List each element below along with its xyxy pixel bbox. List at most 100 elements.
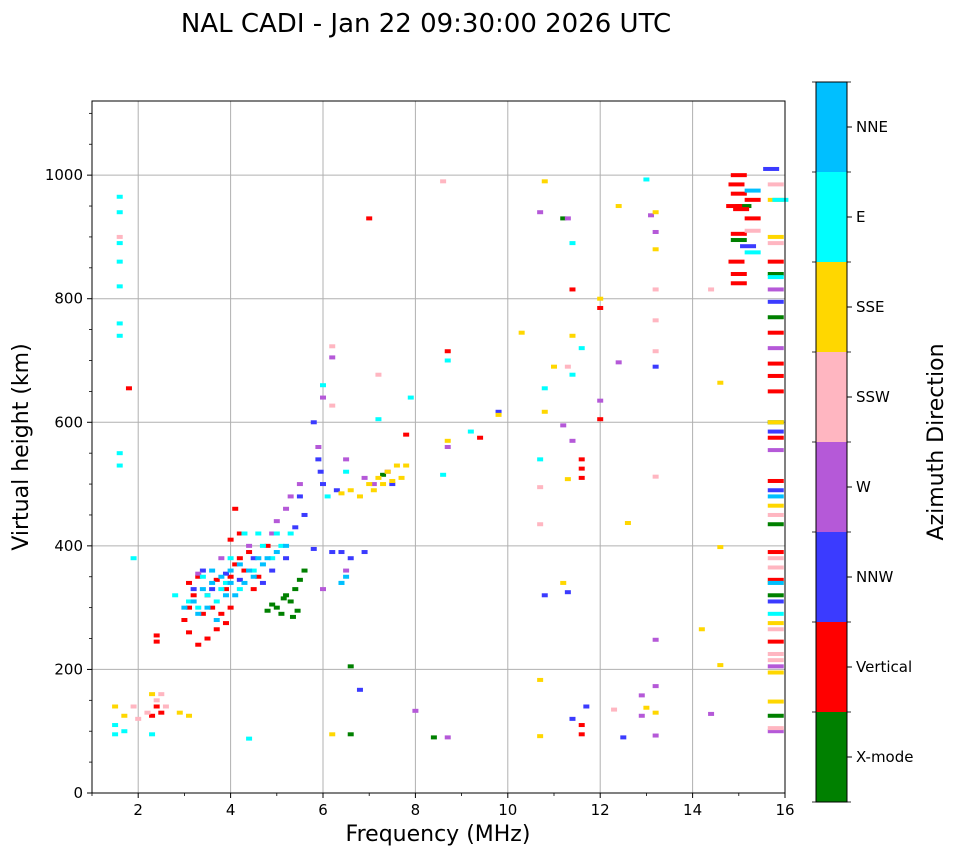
data-point	[121, 713, 128, 718]
data-point	[477, 435, 484, 440]
plot-frame	[91, 100, 786, 794]
data-point	[569, 716, 576, 721]
data-point	[398, 475, 405, 480]
data-point	[116, 284, 123, 289]
data-point	[250, 568, 257, 573]
data-point	[116, 241, 123, 246]
x-tick-label: 2	[133, 801, 143, 819]
data-point	[648, 213, 655, 218]
data-point	[246, 568, 253, 573]
data-point	[190, 587, 197, 592]
data-point	[246, 736, 253, 741]
data-point	[518, 330, 525, 335]
data-point	[444, 349, 451, 354]
plot-area: 2 4 6 8 10 12 14 16 0 200 400 600 800 1000	[45, 100, 795, 819]
data-point	[181, 605, 188, 610]
data-point	[767, 565, 784, 570]
data-point	[195, 574, 202, 579]
colorbar-segment	[816, 352, 847, 442]
data-point	[227, 537, 234, 542]
data-point	[269, 568, 276, 573]
data-point	[370, 488, 377, 493]
colorbar-segment	[816, 172, 847, 262]
data-point	[578, 346, 585, 351]
data-point	[329, 355, 336, 360]
data-point	[222, 580, 229, 585]
data-point	[564, 477, 571, 482]
data-point	[541, 386, 548, 391]
data-point	[292, 587, 299, 592]
data-point	[652, 710, 659, 715]
data-point	[112, 704, 119, 709]
x-tick-label: 8	[411, 801, 421, 819]
data-point	[199, 574, 206, 579]
data-point	[578, 466, 585, 471]
data-point	[744, 228, 761, 233]
series-nnw	[190, 166, 784, 740]
data-point	[767, 729, 784, 734]
data-point	[209, 580, 216, 585]
colorbar-tick-label: W	[856, 478, 871, 496]
data-point	[320, 482, 326, 487]
y-tick-label: 200	[54, 660, 83, 678]
data-point	[320, 587, 326, 592]
data-point	[204, 593, 211, 598]
data-point	[222, 571, 229, 576]
data-point	[569, 241, 576, 246]
data-point	[250, 587, 257, 592]
data-point	[112, 732, 119, 737]
data-point	[315, 445, 322, 449]
data-point	[412, 708, 419, 713]
data-point	[273, 531, 280, 536]
data-point	[767, 330, 784, 335]
data-point	[222, 593, 229, 598]
x-tick-label: 16	[775, 801, 794, 819]
data-point	[227, 605, 234, 610]
data-point	[597, 398, 604, 403]
data-point	[283, 506, 290, 511]
data-point	[495, 412, 502, 417]
data-point	[767, 287, 784, 292]
x-tick-label: 12	[591, 801, 610, 819]
data-point	[652, 318, 659, 323]
data-point	[564, 216, 571, 221]
data-point	[767, 234, 784, 239]
data-point	[227, 580, 234, 585]
data-point	[578, 732, 585, 737]
data-point	[317, 469, 324, 474]
colorbar-tick-label: Vertical	[856, 658, 912, 676]
data-point	[735, 204, 752, 209]
data-point	[440, 472, 447, 477]
data-point	[236, 556, 243, 561]
data-point	[430, 735, 437, 740]
data-point	[652, 210, 659, 215]
data-point	[767, 488, 784, 493]
data-point	[733, 207, 750, 212]
data-point	[652, 684, 659, 689]
data-point	[730, 191, 747, 196]
data-point	[227, 568, 234, 573]
data-point	[333, 488, 340, 493]
data-point	[186, 605, 193, 610]
data-point	[767, 241, 784, 246]
data-point	[569, 372, 576, 377]
data-point	[264, 556, 271, 561]
data-point	[204, 605, 211, 610]
data-point	[246, 543, 253, 548]
data-point	[250, 556, 257, 561]
data-point	[767, 346, 784, 351]
data-point	[767, 429, 784, 434]
data-point	[232, 593, 239, 598]
x-tick-label: 6	[318, 801, 328, 819]
data-point	[356, 687, 363, 692]
data-point	[343, 574, 350, 579]
series-vertical	[125, 173, 784, 737]
data-point	[403, 463, 410, 468]
data-point	[638, 693, 645, 698]
data-point	[144, 710, 151, 715]
y-tick-label: 600	[54, 413, 83, 431]
data-point	[730, 231, 747, 236]
data-point	[467, 429, 474, 434]
data-point	[638, 713, 645, 718]
